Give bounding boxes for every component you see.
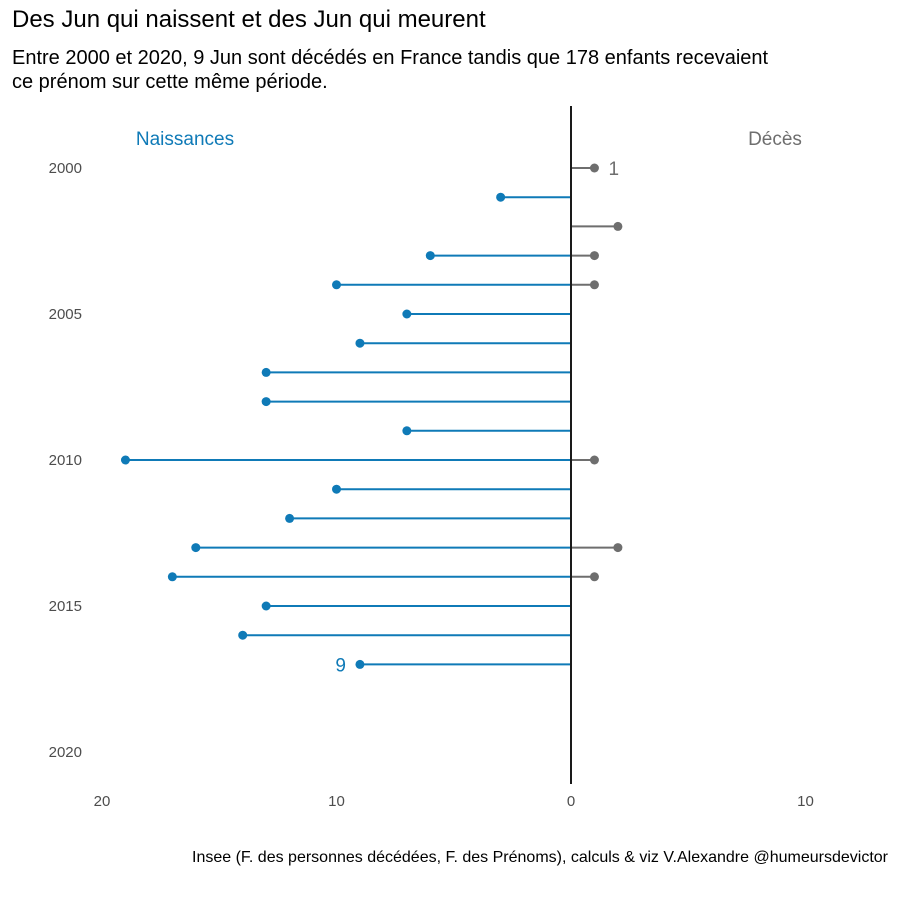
- births-point: [355, 338, 365, 348]
- x-tick-label: 10: [328, 793, 345, 810]
- births-point: [285, 513, 295, 523]
- deaths-point: [589, 455, 599, 465]
- births-point: [120, 455, 130, 465]
- births-point: [261, 601, 271, 611]
- x-tick-label: 10: [797, 793, 814, 810]
- y-tick-label: 2005: [49, 306, 82, 323]
- deaths-point: [589, 163, 599, 173]
- y-axis-ticks: 2000 2005 2010 2015 2020: [49, 160, 82, 761]
- births-point: [238, 630, 248, 640]
- chart-subtitle: Entre 2000 et 2020, 9 Jun sont décédés e…: [12, 47, 769, 93]
- births-point: [425, 251, 435, 261]
- births-point: [261, 367, 271, 377]
- chart-title: Des Jun qui naissent et des Jun qui meur…: [12, 6, 486, 33]
- deaths-series: [571, 163, 623, 582]
- births-point: [261, 397, 271, 407]
- x-axis-ticks: 20 10 0 10: [94, 793, 814, 810]
- deaths-point: [613, 543, 623, 553]
- births-point: [167, 572, 177, 582]
- chart-caption: Insee (F. des personnes décédées, F. des…: [192, 849, 888, 866]
- births-point: [355, 659, 365, 669]
- annotation-deces: 1: [608, 159, 619, 180]
- side-label-deces: Décès: [748, 129, 802, 150]
- deaths-point: [589, 572, 599, 582]
- y-tick-label: 2000: [49, 160, 82, 177]
- y-tick-label: 2015: [49, 598, 82, 615]
- births-series: [120, 192, 571, 669]
- annotations: 19: [335, 159, 619, 676]
- side-label-naissances: Naissances: [136, 129, 234, 150]
- x-tick-label: 0: [567, 793, 575, 810]
- births-point: [191, 543, 201, 553]
- births-point: [496, 192, 506, 202]
- x-tick-label: 20: [94, 793, 111, 810]
- births-point: [332, 280, 341, 290]
- y-tick-label: 2020: [49, 744, 82, 761]
- y-tick-label: 2010: [49, 452, 82, 469]
- births-point: [402, 426, 412, 436]
- deaths-point: [589, 280, 599, 290]
- deaths-point: [589, 251, 599, 261]
- births-point: [332, 484, 341, 494]
- births-point: [402, 309, 412, 319]
- annotation-naissances: 9: [335, 655, 346, 676]
- deaths-point: [613, 221, 623, 231]
